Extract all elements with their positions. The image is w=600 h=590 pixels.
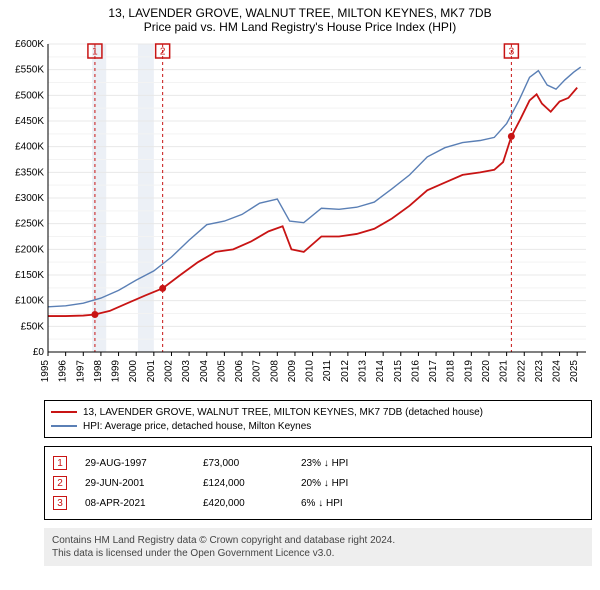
x-tick-label: 2021 (499, 360, 510, 383)
sale-diff: 20% ↓ HPI (301, 478, 381, 489)
y-tick-label: £350K (15, 167, 44, 178)
y-tick-label: £400K (15, 142, 44, 153)
sale-date: 08-APR-2021 (85, 498, 185, 509)
x-tick-label: 1996 (58, 360, 69, 383)
legend: 13, LAVENDER GROVE, WALNUT TREE, MILTON … (44, 400, 592, 438)
x-tick-label: 2014 (375, 360, 386, 383)
y-tick-label: £500K (15, 90, 44, 101)
y-tick-label: £100K (15, 296, 44, 307)
marker-number: 2 (160, 47, 166, 58)
x-tick-label: 2011 (322, 360, 333, 382)
marker-number: 1 (92, 47, 98, 58)
x-tick-label: 2009 (287, 360, 298, 383)
y-tick-label: £550K (15, 65, 44, 76)
title-subtitle: Price paid vs. HM Land Registry's House … (8, 20, 592, 34)
x-tick-label: 2022 (516, 360, 527, 383)
x-tick-label: 2010 (305, 360, 316, 383)
x-tick-label: 1995 (40, 360, 51, 383)
sale-diff: 23% ↓ HPI (301, 458, 381, 469)
x-tick-label: 2007 (252, 360, 263, 383)
y-tick-label: £200K (15, 244, 44, 255)
y-tick-label: £450K (15, 116, 44, 127)
sale-date: 29-AUG-1997 (85, 458, 185, 469)
chart-container: 13, LAVENDER GROVE, WALNUT TREE, MILTON … (0, 0, 600, 566)
x-tick-label: 2012 (340, 360, 351, 383)
x-tick-label: 2019 (463, 360, 474, 383)
legend-swatch-icon (51, 411, 77, 413)
marker-number: 3 (509, 47, 515, 58)
y-tick-label: £250K (15, 219, 44, 230)
x-tick-label: 2005 (216, 360, 227, 383)
attribution-footer: Contains HM Land Registry data © Crown c… (44, 528, 592, 566)
x-tick-label: 2001 (146, 360, 157, 383)
x-tick-label: 2003 (181, 360, 192, 383)
x-tick-label: 1997 (75, 360, 86, 383)
sale-date: 29-JUN-2001 (85, 478, 185, 489)
x-tick-label: 2024 (552, 360, 563, 383)
legend-label: 13, LAVENDER GROVE, WALNUT TREE, MILTON … (83, 407, 483, 418)
x-tick-label: 2004 (199, 360, 210, 383)
legend-swatch-icon (51, 425, 77, 427)
sale-marker-icon: 1 (53, 456, 67, 470)
x-tick-label: 2023 (534, 360, 545, 383)
y-tick-label: £50K (21, 321, 45, 332)
x-tick-label: 2020 (481, 360, 492, 383)
x-tick-label: 1999 (111, 360, 122, 383)
x-tick-label: 2025 (569, 360, 580, 383)
sale-dot (159, 285, 166, 292)
sale-price: £73,000 (203, 458, 283, 469)
footer-line2: This data is licensed under the Open Gov… (52, 547, 584, 560)
y-tick-label: £0 (33, 347, 45, 358)
x-tick-label: 2015 (393, 360, 404, 383)
footer-line1: Contains HM Land Registry data © Crown c… (52, 534, 584, 547)
sale-row: 3 08-APR-2021 £420,000 6% ↓ HPI (53, 493, 583, 513)
x-tick-label: 2016 (410, 360, 421, 383)
y-tick-label: £300K (15, 193, 44, 204)
x-tick-label: 1998 (93, 360, 104, 383)
sale-marker-icon: 2 (53, 476, 67, 490)
x-tick-label: 2008 (269, 360, 280, 383)
x-tick-label: 2018 (446, 360, 457, 383)
x-tick-label: 2013 (358, 360, 369, 383)
chart-area: £0 £50K £100K £150K £200K £250K £300K £350K £400… (0, 36, 600, 396)
y-tick-label: £600K (15, 39, 44, 50)
sale-row: 1 29-AUG-1997 £73,000 23% ↓ HPI (53, 453, 583, 473)
chart-svg: £0 £50K £100K £150K £200K £250K £300K £350K £400… (0, 36, 600, 396)
sale-row: 2 29-JUN-2001 £124,000 20% ↓ HPI (53, 473, 583, 493)
sale-price: £124,000 (203, 478, 283, 489)
title-block: 13, LAVENDER GROVE, WALNUT TREE, MILTON … (0, 0, 600, 36)
x-tick-label: 2017 (428, 360, 439, 383)
legend-row: 13, LAVENDER GROVE, WALNUT TREE, MILTON … (51, 405, 585, 419)
y-tick-label: £150K (15, 270, 44, 281)
sale-dot (508, 133, 515, 140)
x-tick-label: 2000 (128, 360, 139, 383)
sale-diff: 6% ↓ HPI (301, 498, 381, 509)
x-tick-label: 2006 (234, 360, 245, 383)
sales-table: 1 29-AUG-1997 £73,000 23% ↓ HPI 2 29-JUN-2001… (44, 446, 592, 520)
legend-label: HPI: Average price, detached house, Milt… (83, 421, 311, 432)
sale-price: £420,000 (203, 498, 283, 509)
x-tick-label: 2002 (163, 360, 174, 383)
sale-dot (91, 311, 98, 318)
legend-row: HPI: Average price, detached house, Milt… (51, 419, 585, 433)
title-address: 13, LAVENDER GROVE, WALNUT TREE, MILTON … (8, 6, 592, 20)
sale-marker-icon: 3 (53, 496, 67, 510)
